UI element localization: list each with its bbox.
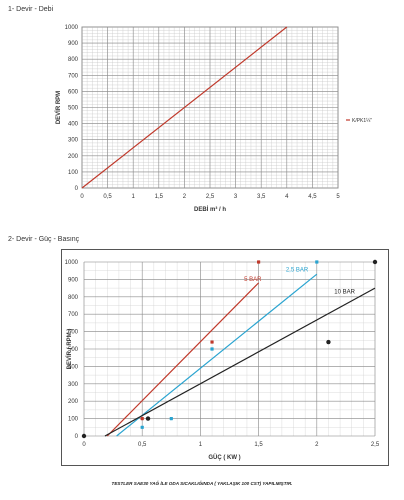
y-tick-label-2: 500 [68,347,79,353]
data-point-2-5-bar [315,260,319,264]
x-tick-label-1: 5 [336,194,340,200]
series-line-2-5-bar [116,273,318,437]
data-point-10-bar [81,433,87,439]
y-tick-label-2: 400 [68,364,79,370]
data-point-10-bar [145,416,151,421]
y-tick-label-1: 800 [68,57,79,63]
series-label-5-bar: 5 BAR [244,277,262,283]
series-label-10-bar: 10 BAR [334,289,355,295]
x-tick-label-1: 3,5 [257,194,266,200]
x-tick-label-1: 2 [183,194,187,200]
x-axis-title-1: DEBİ m³ / h [194,206,226,213]
series-line-5-bar [106,282,260,437]
y-tick-label-2: 300 [68,382,79,388]
x-tick-label-1: 3 [234,194,238,200]
section-title-devir-guc-basinc: 2- Devir - Güç - Basınç [8,236,80,243]
x-tick-label-1: 1,5 [155,194,164,200]
x-tick-label-1: 2,5 [206,194,215,200]
y-tick-label-1: 200 [68,154,79,160]
footnote: TESTLER SAE30 YAĞ İLE ODA SICAKLIĞINDA (… [111,481,293,486]
x-tick-label-1: 0,5 [103,194,112,200]
y-tick-label-1: 900 [68,41,79,47]
data-point-2-5-bar [210,347,214,351]
y-tick-label-2: 600 [68,330,79,336]
data-point-5-bar [257,260,261,264]
series-line-kpk [81,26,288,189]
y-tick-label-1: 500 [68,106,79,112]
x-tick-label-2: 0 [82,442,86,448]
y-axis-title-1: DEVİR RPM [55,91,62,124]
section-title-devir-debi: 1- Devir - Debi [8,6,54,13]
x-tick-label-1: 4,5 [308,194,317,200]
series-line-10-bar [104,287,376,437]
chart-devir-debi: 0 0,5 1 1,5 2 2,5 3 3,5 4 4,5 5 0 100 200 300 400 500 600… [55,25,372,213]
y-tick-label-2: 0 [75,434,79,440]
data-point-5-bar [140,417,144,421]
data-point-10-bar [326,339,331,345]
series-label-2-5-bar: 2,5 BAR [286,268,309,274]
y-tick-label-2: 1000 [65,260,79,266]
legend-label-kpk: K/PK1¼" [352,118,372,124]
data-point-2-5-bar [140,425,144,429]
y-tick-label-2: 100 [68,417,79,423]
data-point-5-bar [210,340,214,344]
x-tick-label-1: 1 [132,194,136,200]
y-tick-label-1: 100 [68,170,79,176]
y-tick-label-2: 900 [68,277,79,283]
x-tick-label-2: 1 [199,442,203,448]
y-tick-label-1: 600 [68,89,79,95]
y-tick-label-2: 700 [68,312,79,318]
x-tick-label-2: 2 [315,442,319,448]
data-point-2-5-bar [169,417,173,421]
x-tick-label-1: 4 [285,194,289,200]
y-tick-label-2: 800 [68,295,79,301]
y-axis-title-2: DEVİR ( RPM ) [66,329,73,370]
x-tick-label-2: 1,5 [254,442,263,448]
y-tick-label-1: 300 [68,138,79,144]
x-tick-label-2: 0,5 [138,442,147,448]
y-tick-label-1: 700 [68,73,79,79]
y-tick-label-1: 0 [75,186,79,192]
y-tick-label-1: 400 [68,122,79,128]
x-tick-label-1: 0 [80,194,84,200]
x-axis-title-2: GÜÇ ( KW ) [208,454,240,461]
chart-devir-guc-basinc: 0 0,5 1 1,5 2 2,5 0 100 200 300 400 500 600 700 800 900… [65,259,380,461]
y-tick-label-2: 200 [68,399,79,405]
x-tick-label-2: 2,5 [371,442,380,448]
data-point-10-bar [372,259,378,265]
y-tick-label-1: 1000 [65,25,79,31]
